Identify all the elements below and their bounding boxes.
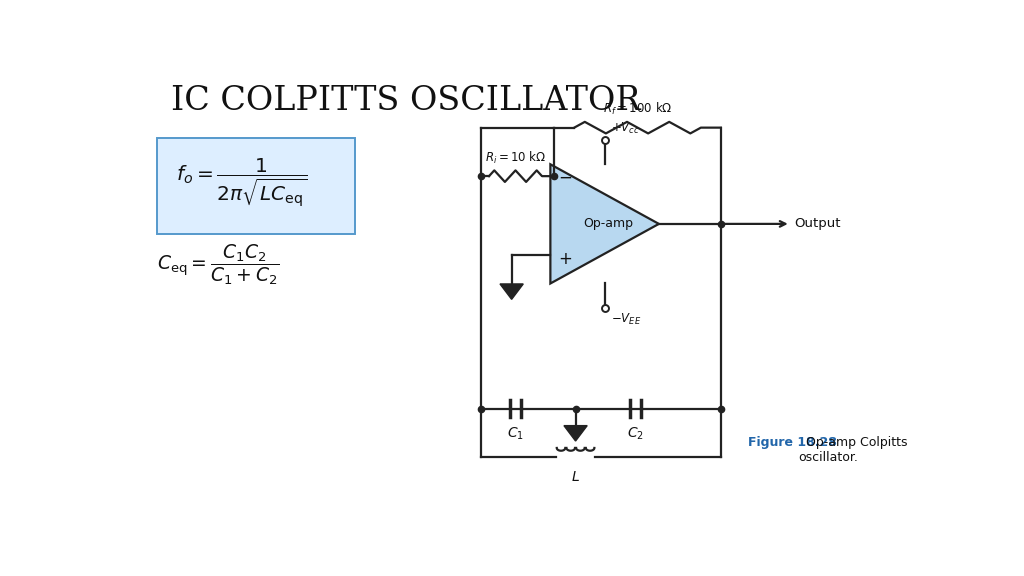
Polygon shape bbox=[550, 164, 658, 283]
Polygon shape bbox=[564, 426, 587, 441]
Text: $C_1$: $C_1$ bbox=[507, 426, 524, 442]
Text: $+$: $+$ bbox=[558, 249, 572, 267]
Text: IC COLPITTS OSCILLATOR: IC COLPITTS OSCILLATOR bbox=[171, 85, 640, 118]
FancyBboxPatch shape bbox=[158, 138, 355, 234]
Text: Op-amp: Op-amp bbox=[584, 217, 634, 230]
Text: Op-amp Colpitts
oscillator.: Op-amp Colpitts oscillator. bbox=[799, 435, 908, 464]
Text: $-$: $-$ bbox=[558, 167, 572, 185]
Text: $L$: $L$ bbox=[571, 469, 580, 483]
Text: $C_2$: $C_2$ bbox=[627, 426, 644, 442]
Text: $-V_{EE}$: $-V_{EE}$ bbox=[611, 312, 641, 327]
Text: Figure 18.28: Figure 18.28 bbox=[748, 435, 837, 449]
Text: $f_o = \dfrac{1}{2\pi\sqrt{LC_{\rm eq}}}$: $f_o = \dfrac{1}{2\pi\sqrt{LC_{\rm eq}}}… bbox=[176, 157, 307, 210]
Text: $+V_{cc}$: $+V_{cc}$ bbox=[611, 121, 640, 136]
Polygon shape bbox=[500, 284, 523, 300]
Text: $R_f = 100\ \mathrm{k}\Omega$: $R_f = 100\ \mathrm{k}\Omega$ bbox=[603, 101, 673, 117]
Text: Output: Output bbox=[795, 217, 841, 230]
Text: $R_i = 10\ \mathrm{k}\Omega$: $R_i = 10\ \mathrm{k}\Omega$ bbox=[484, 150, 546, 166]
Text: $C_{\rm eq} = \dfrac{C_1 C_2}{C_1 + C_2}$: $C_{\rm eq} = \dfrac{C_1 C_2}{C_1 + C_2}… bbox=[158, 242, 280, 287]
